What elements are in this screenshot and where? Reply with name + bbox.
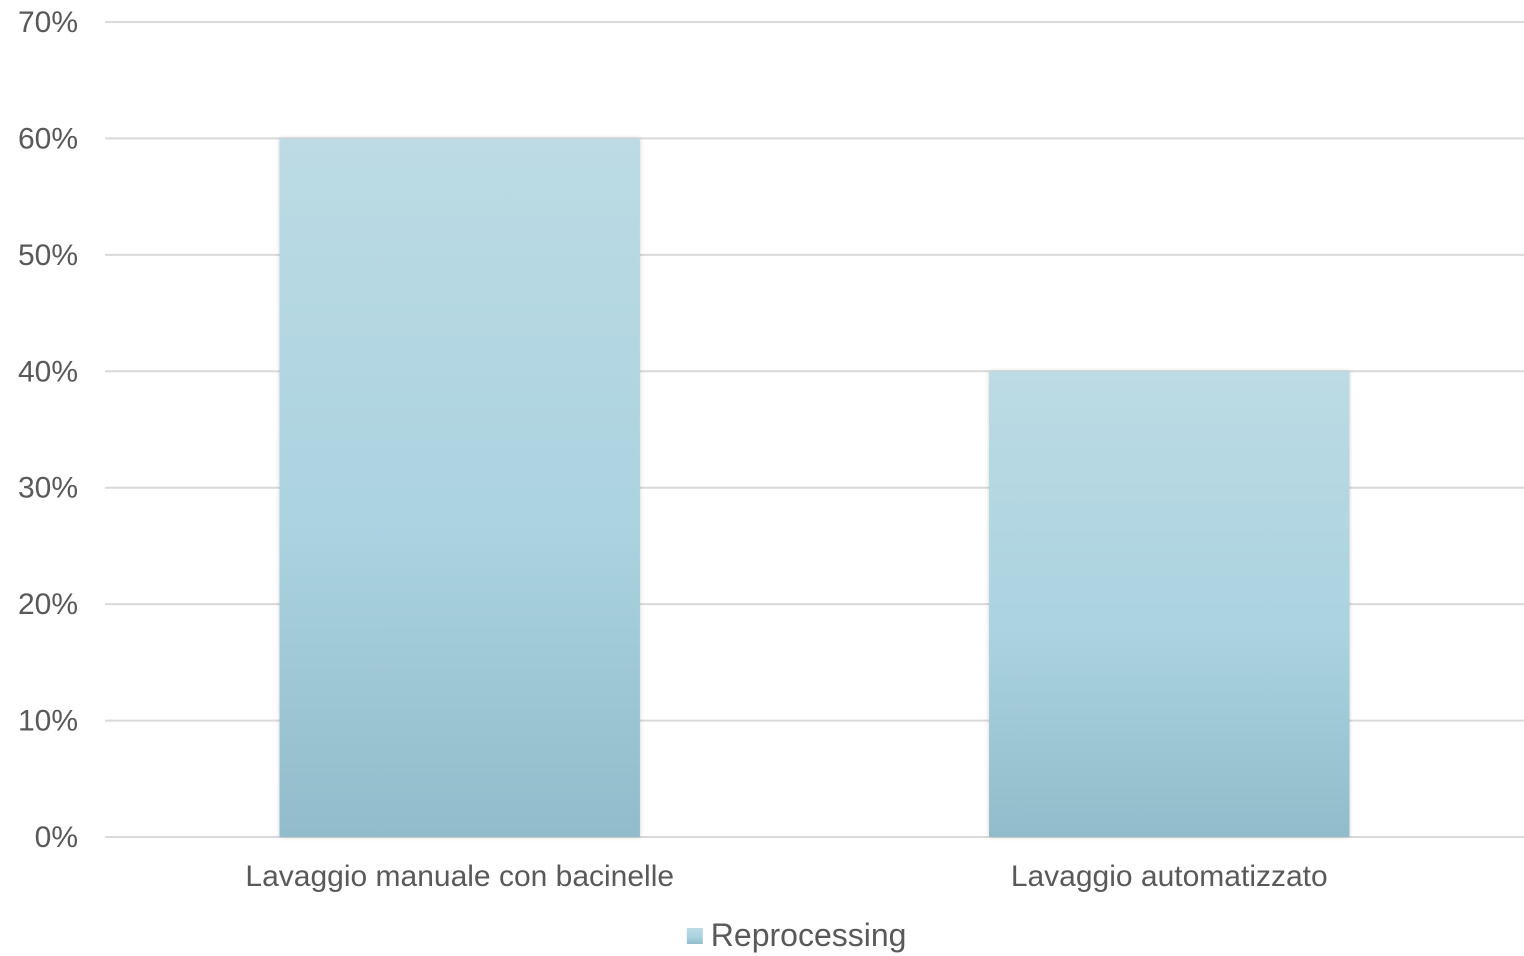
x-category-label: Lavaggio automatizzato bbox=[1011, 860, 1328, 893]
y-axis-ticks: 0% 10% 20% 30% 40% 50% 60% 70% bbox=[18, 6, 78, 854]
y-tick-label: 20% bbox=[18, 588, 78, 621]
y-tick-label: 60% bbox=[18, 122, 78, 155]
y-tick-label: 0% bbox=[35, 821, 78, 854]
y-tick-label: 70% bbox=[18, 6, 78, 39]
y-tick-label: 50% bbox=[18, 239, 78, 272]
bar bbox=[279, 138, 640, 837]
bars bbox=[279, 138, 1350, 837]
x-category-label: Lavaggio manuale con bacinelle bbox=[245, 860, 674, 893]
x-axis-labels: Lavaggio manuale con bacinelle Lavaggio a… bbox=[245, 860, 1327, 893]
bar bbox=[989, 371, 1350, 837]
legend-swatch bbox=[686, 928, 703, 944]
y-tick-label: 10% bbox=[18, 705, 78, 738]
y-tick-label: 40% bbox=[18, 355, 78, 388]
y-tick-label: 30% bbox=[18, 472, 78, 505]
legend: Reprocessing bbox=[686, 917, 907, 953]
legend-label: Reprocessing bbox=[711, 917, 907, 953]
